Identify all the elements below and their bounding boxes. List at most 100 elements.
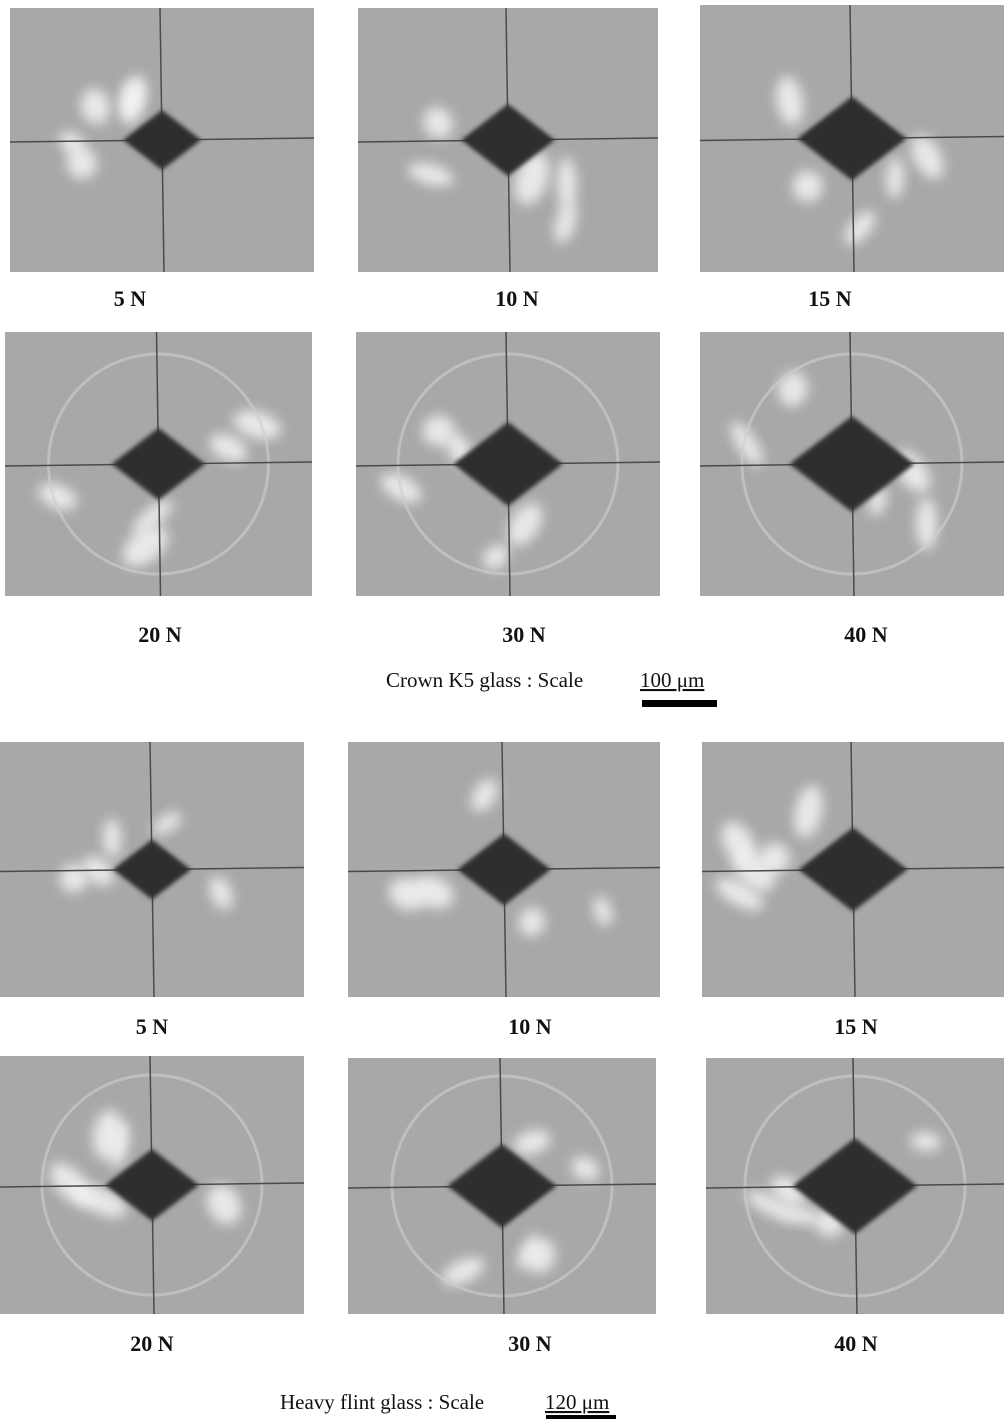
micrograph-content	[348, 1058, 656, 1314]
reflection	[209, 433, 248, 462]
micrograph	[5, 332, 312, 596]
reflection	[554, 203, 577, 244]
reflection	[80, 88, 110, 125]
reflection	[108, 1121, 130, 1168]
reflection	[209, 876, 233, 910]
reflection	[721, 821, 756, 864]
reflection	[886, 157, 904, 199]
scale-bar	[546, 1415, 616, 1419]
reflection	[423, 107, 453, 139]
reflection	[422, 415, 455, 447]
reflection	[526, 1239, 556, 1274]
load-label: 20 N	[130, 1331, 174, 1356]
indent	[457, 833, 551, 906]
micrograph-content	[0, 742, 304, 997]
indent	[789, 416, 915, 512]
reflection	[206, 1184, 241, 1225]
reflection	[120, 75, 147, 119]
ring	[40, 1073, 264, 1297]
load-label: 30 N	[508, 1331, 552, 1356]
load-label: 30 N	[502, 622, 546, 647]
reflection	[745, 1190, 794, 1221]
reflection	[518, 907, 545, 937]
micrograph-content	[5, 332, 312, 596]
indent	[113, 839, 191, 900]
micrograph	[700, 5, 1004, 272]
micrograph-content	[356, 332, 660, 596]
load-label: 10 N	[495, 286, 539, 311]
indent	[111, 428, 206, 500]
micrograph-content	[10, 8, 314, 272]
indent	[797, 96, 907, 181]
reflection	[781, 1206, 820, 1225]
reflection	[513, 1130, 551, 1155]
reflection	[715, 877, 764, 911]
indent	[447, 1144, 557, 1228]
caption: Heavy flint glass : Scale	[280, 1390, 484, 1414]
indent	[105, 1149, 199, 1221]
ring	[740, 352, 964, 576]
load-label: 15 N	[834, 1014, 878, 1039]
reflection	[776, 76, 804, 126]
micrograph	[348, 742, 660, 997]
load-label: 10 N	[508, 1014, 552, 1039]
micrograph	[358, 8, 658, 272]
indent	[798, 827, 908, 912]
micrograph	[706, 1058, 1004, 1314]
reflection	[482, 544, 509, 570]
reflection	[792, 170, 823, 202]
load-label: 15 N	[808, 286, 852, 311]
reflection	[911, 135, 944, 179]
reflection	[916, 497, 937, 551]
reflection	[514, 152, 550, 205]
reflection	[507, 503, 543, 546]
ring	[396, 352, 620, 576]
reflection	[133, 499, 173, 535]
micrograph	[10, 8, 314, 272]
reflection	[778, 371, 808, 407]
micrograph	[348, 1058, 656, 1314]
load-label: 40 N	[844, 622, 888, 647]
indent	[453, 422, 563, 506]
reflection	[571, 1156, 600, 1181]
micrograph	[0, 1056, 304, 1314]
ring	[743, 1074, 967, 1298]
micrograph	[702, 742, 1004, 997]
scale-label: 120 μm	[545, 1390, 609, 1414]
micrograph-content	[700, 5, 1004, 272]
indent	[792, 1138, 918, 1234]
reflection	[122, 525, 168, 567]
reflection	[910, 1132, 941, 1152]
micrograph	[356, 332, 660, 596]
reflection	[66, 148, 98, 179]
load-label: 5 N	[136, 1014, 169, 1039]
micrograph	[700, 332, 1004, 596]
scale-label: 100 μm	[640, 668, 704, 692]
micrograph-content	[0, 1056, 304, 1314]
micrograph-content	[702, 742, 1004, 997]
reflection	[844, 210, 876, 245]
reflection	[471, 779, 498, 812]
load-label: 40 N	[834, 1331, 878, 1356]
load-label: 5 N	[114, 286, 147, 311]
reflection	[49, 1163, 92, 1206]
reflection	[442, 1257, 485, 1286]
caption: Crown K5 glass : Scale	[386, 668, 583, 692]
reflection	[794, 785, 823, 838]
reflection	[233, 410, 282, 440]
reflection	[557, 157, 577, 213]
reflection	[152, 812, 182, 835]
load-label: 20 N	[138, 622, 182, 647]
ring	[47, 352, 270, 576]
micrograph-content	[706, 1058, 1004, 1314]
scale-bar	[642, 700, 717, 707]
reflection	[407, 162, 454, 187]
reflection	[38, 483, 78, 510]
reflection	[103, 818, 122, 858]
reflection	[593, 896, 613, 926]
micrograph	[0, 742, 304, 997]
reflection	[730, 421, 763, 467]
micrograph-content	[348, 742, 660, 997]
reflection	[412, 875, 454, 909]
